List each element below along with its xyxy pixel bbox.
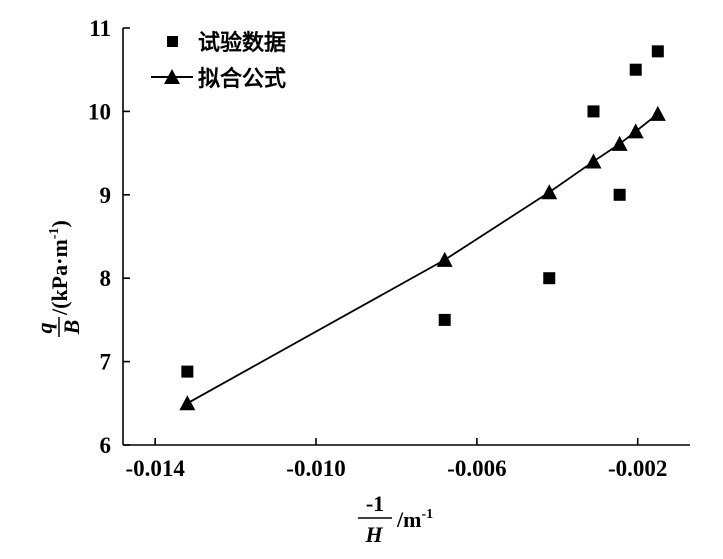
series-line: [186, 113, 659, 405]
data-point-triangle: [585, 153, 602, 169]
x-label-unit-exp: -1: [421, 507, 433, 522]
x-tick-label: -0.002: [608, 456, 667, 481]
series-0: [181, 45, 664, 378]
x-tick-label: -0.010: [286, 456, 345, 481]
legend-label-data: 试验数据: [198, 30, 286, 56]
series-layer: [179, 45, 666, 411]
x-tick-label: -0.006: [447, 456, 506, 481]
data-point-square: [438, 313, 451, 326]
legend-label-fit: 拟合公式: [198, 66, 286, 92]
x-label-unit-text: /m-1: [396, 507, 433, 532]
y-label-unit-exp: -1: [47, 228, 62, 240]
x-label-unit: /m: [396, 507, 421, 532]
y-tick-label: 6: [100, 433, 112, 458]
data-point-triangle: [649, 105, 666, 121]
data-point-triangle: [436, 251, 453, 267]
legend: 试验数据 拟合公式: [151, 30, 286, 92]
x-label-numerator: -1: [366, 491, 384, 516]
axes: 6 7 8 9 10 11 -0.014 -0.010 -0.006 -0.002: [88, 16, 690, 481]
y-label-unit-text: /(kPa·m-1): [47, 220, 72, 316]
x-axis-label: -1 H /m-1: [358, 491, 433, 547]
y-tick-label: 10: [88, 99, 111, 124]
data-point-square: [587, 105, 600, 118]
x-tick-label: -0.014: [125, 456, 185, 481]
y-label-numerator: q: [32, 323, 57, 334]
legend-triangle-marker: [164, 69, 180, 84]
data-point-square: [181, 365, 194, 378]
data-point-triangle: [611, 135, 628, 151]
data-point-square: [543, 272, 556, 285]
y-tick-label: 9: [100, 183, 112, 208]
y-label-denominator: B: [59, 320, 84, 336]
data-point-triangle: [541, 184, 558, 200]
y-tick-label: 11: [89, 16, 111, 41]
data-point-triangle: [627, 123, 644, 139]
series-1: [179, 105, 666, 411]
y-axis-label: q B /(kPa·m-1): [32, 220, 84, 337]
data-point-square: [629, 63, 642, 76]
x-label-denominator: H: [364, 522, 383, 547]
data-point-square: [613, 188, 626, 201]
data-point-triangle: [179, 395, 196, 411]
y-label-unit: /(kPa·m: [47, 239, 72, 316]
y-tick-label: 8: [100, 266, 112, 291]
data-point-square: [651, 45, 664, 58]
legend-square-marker: [167, 36, 178, 47]
y-tick-label: 7: [100, 350, 112, 375]
y-label-unit-close: ): [47, 220, 72, 227]
